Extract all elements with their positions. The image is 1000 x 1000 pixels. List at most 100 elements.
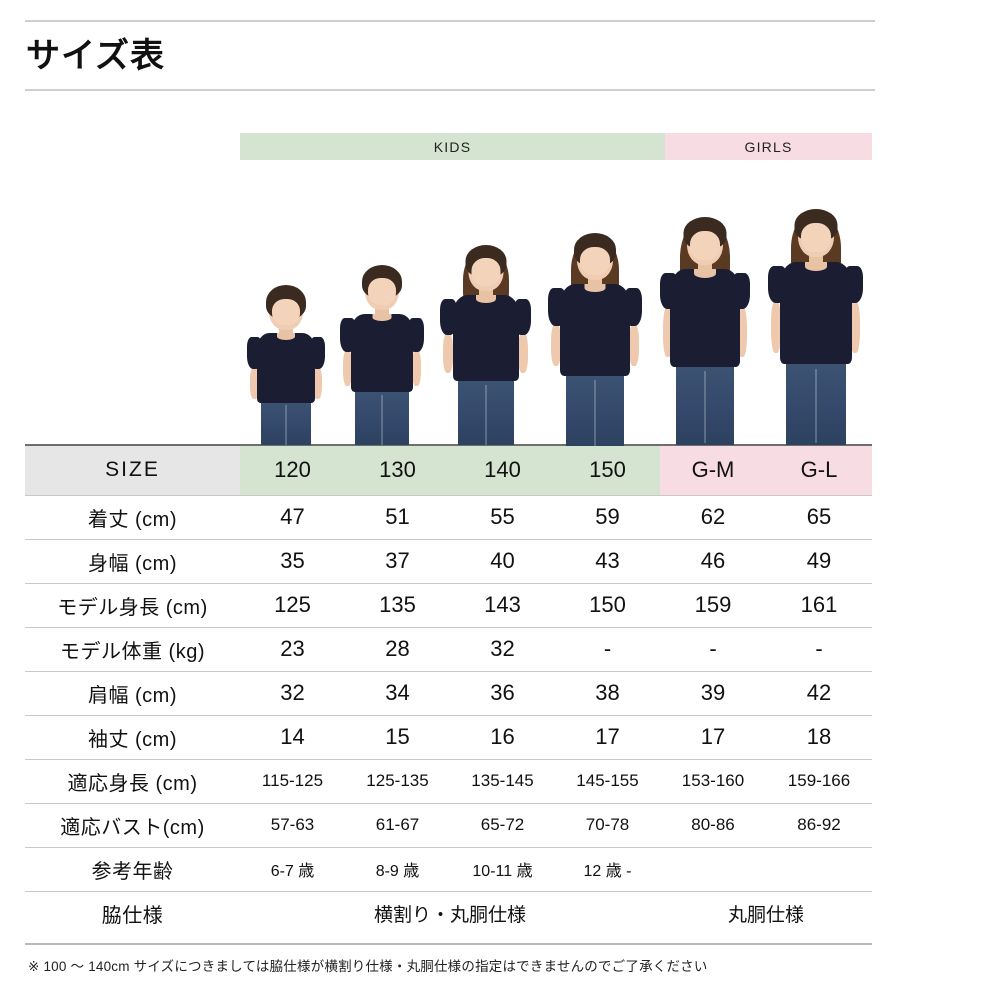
sleeve-right-shape	[514, 299, 531, 335]
cell-gm: 153-160	[660, 759, 766, 804]
row-label: 肩幅 (cm)	[25, 671, 240, 716]
arm-left-shape	[250, 367, 259, 399]
cell-gm: 17	[660, 715, 766, 760]
cell-140: 10-11 歳	[450, 847, 555, 892]
cell-130: 125-135	[345, 759, 450, 804]
title-rule-bottom	[25, 89, 875, 91]
cell-150: -	[555, 627, 660, 672]
header-cell-140: 140	[450, 444, 555, 496]
cell-150: 150	[555, 583, 660, 628]
cell-120: 47	[240, 495, 345, 540]
face-shape	[471, 258, 500, 286]
cell-130: 34	[345, 671, 450, 716]
category-bar-row: KIDS GIRLS	[240, 133, 872, 160]
header-cell-size: SIZE	[25, 444, 240, 496]
arm-right-shape	[629, 324, 639, 366]
sleeve-left-shape	[247, 337, 262, 369]
face-shape	[580, 247, 610, 275]
cell-kids-spec: 横割り・丸胴仕様	[373, 904, 526, 926]
page-title: サイズ表	[26, 37, 165, 75]
tshirt-shape	[257, 333, 315, 403]
jeans-seam	[285, 405, 287, 445]
sleeve-left-shape	[768, 266, 787, 303]
cell-150: 38	[555, 671, 660, 716]
cell-120: 115-125	[240, 759, 345, 804]
cell-120: 23	[240, 627, 345, 672]
figure-child-150	[539, 233, 651, 446]
table-row-model-weight: モデル体重 (kg) 23 28 32 - - -	[25, 627, 872, 672]
cell-130: 8-9 歳	[345, 847, 450, 892]
cell-140: 40	[450, 539, 555, 584]
jeans-seam	[704, 371, 706, 443]
row-label: 袖丈 (cm)	[25, 715, 240, 760]
header-cell-120: 120	[240, 444, 345, 496]
cell-130: 15	[345, 715, 450, 760]
table-row-katahaba: 肩幅 (cm) 32 34 36 38 39 42	[25, 671, 872, 716]
cell-gm: 159	[660, 583, 766, 628]
arm-right-shape	[412, 350, 421, 386]
jeans-shape	[785, 363, 846, 445]
cell-gm: 62	[660, 495, 766, 540]
cell-120: 14	[240, 715, 345, 760]
cell-gl: 42	[766, 671, 872, 716]
jeans-seam	[484, 385, 487, 445]
face-shape	[368, 278, 396, 305]
jeans-shape	[355, 389, 409, 445]
row-label: 適応身長 (cm)	[25, 759, 240, 804]
cell-girls-spec: 丸胴仕様	[727, 904, 804, 926]
figure-child-140	[432, 245, 539, 445]
cell-gm: 46	[660, 539, 766, 584]
arm-left-shape	[771, 301, 781, 353]
model-photo-130	[332, 170, 432, 445]
table-row-mihaba: 身幅 (cm) 35 37 40 43 46 49	[25, 539, 872, 584]
arm-right-shape	[518, 333, 528, 373]
cell-130: 61-67	[345, 803, 450, 848]
sleeve-left-shape	[340, 318, 356, 352]
table-header-row: SIZE 120 130 140 150 G-M G-L	[25, 444, 872, 496]
collar-shape	[277, 333, 295, 340]
cell-130: 37	[345, 539, 450, 584]
sleeve-right-shape	[310, 337, 325, 369]
sleeve-left-shape	[660, 273, 678, 309]
cell-gl: -	[766, 627, 872, 672]
arm-right-shape	[850, 301, 860, 353]
cell-120: 35	[240, 539, 345, 584]
collar-shape	[804, 262, 827, 271]
cell-150: 145-155	[555, 759, 660, 804]
cell-gl: 161	[766, 583, 872, 628]
jeans-seam	[381, 395, 383, 445]
cell-gl: 18	[766, 715, 872, 760]
model-photo-120	[240, 170, 332, 445]
cell-gm: -	[660, 627, 766, 672]
cell-140: 143	[450, 583, 555, 628]
category-bar-kids: KIDS	[240, 133, 665, 160]
table-row-side-spec: 脇仕様 横割り・丸胴仕様 丸胴仕様	[25, 891, 872, 935]
arm-left-shape	[663, 307, 673, 357]
jeans-shape	[457, 379, 514, 445]
figure-child-120	[240, 285, 332, 445]
face-shape	[272, 299, 300, 325]
cell-130: 51	[345, 495, 450, 540]
tshirt-shape	[779, 262, 852, 364]
table-row-kitake: 着丈 (cm) 47 51 55 59 62 65	[25, 495, 872, 540]
table-row-model-height: モデル身長 (cm) 125 135 143 150 159 161	[25, 583, 872, 628]
sleeve-right-shape	[844, 266, 863, 303]
tshirt-shape	[452, 295, 519, 381]
row-label: 適応バスト(cm)	[25, 803, 240, 848]
model-photo-150	[539, 170, 651, 446]
figure-woman-gm	[651, 217, 759, 445]
header-cell-150: 150	[555, 444, 660, 496]
arm-right-shape	[737, 307, 747, 357]
cell-gl: 159-166	[766, 759, 872, 804]
cell-130: 28	[345, 627, 450, 672]
cell-140: 65-72	[450, 803, 555, 848]
jeans-seam	[814, 369, 817, 443]
collar-shape	[694, 269, 716, 278]
tshirt-shape	[670, 269, 740, 367]
collar-shape	[475, 295, 496, 303]
header-cell-gm: G-M	[660, 444, 766, 496]
cell-gl: 65	[766, 495, 872, 540]
sleeve-right-shape	[408, 318, 424, 352]
jeans-shape	[676, 365, 734, 445]
table-row-fit-height: 適応身長 (cm) 115-125 125-135 135-145 145-15…	[25, 759, 872, 804]
